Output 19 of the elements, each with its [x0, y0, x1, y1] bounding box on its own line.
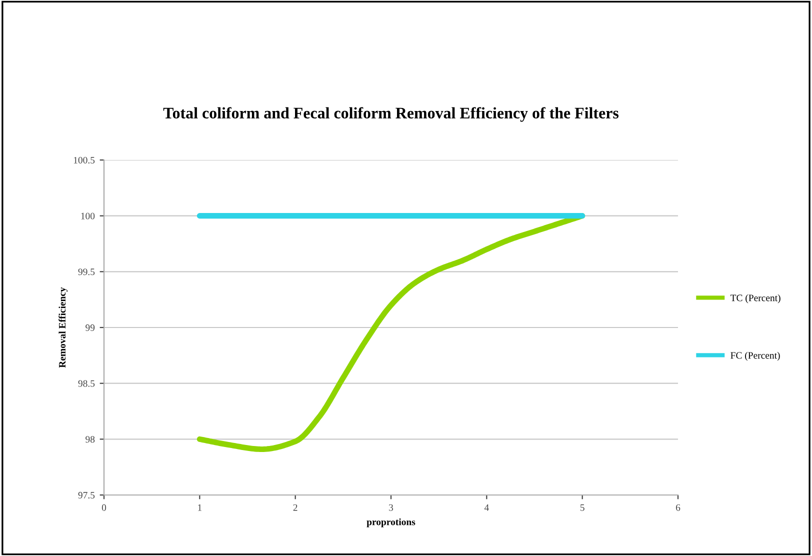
y-tick-label: 98.5 — [78, 380, 95, 387]
x-tick-label: 2 — [293, 504, 298, 511]
chart-title: Total coliform and Fecal coliform Removal Efficiency of the Filters — [163, 107, 619, 122]
y-tick-label: 100 — [81, 212, 95, 220]
y-tick-label: 99.5 — [78, 268, 95, 276]
y-tick-label: 99 — [86, 324, 95, 331]
x-tick-label: 1 — [198, 504, 202, 511]
x-axis-title: proprotions — [366, 518, 416, 528]
x-tick-label: 6 — [676, 504, 680, 511]
x-tick-label: 4 — [484, 504, 489, 511]
y-tick-label: 98 — [86, 436, 95, 443]
y-tick-label: 97.5 — [78, 492, 95, 499]
legend-label: TC (Percent) — [730, 294, 780, 304]
x-tick-label: 0 — [102, 504, 106, 511]
x-tick-label: 3 — [389, 504, 394, 511]
y-tick-label: 100.5 — [74, 156, 95, 164]
y-axis-title: Removal Efficiency — [58, 287, 68, 368]
legend-label: FC (Percent) — [730, 352, 780, 361]
x-tick-label: 5 — [580, 504, 584, 511]
